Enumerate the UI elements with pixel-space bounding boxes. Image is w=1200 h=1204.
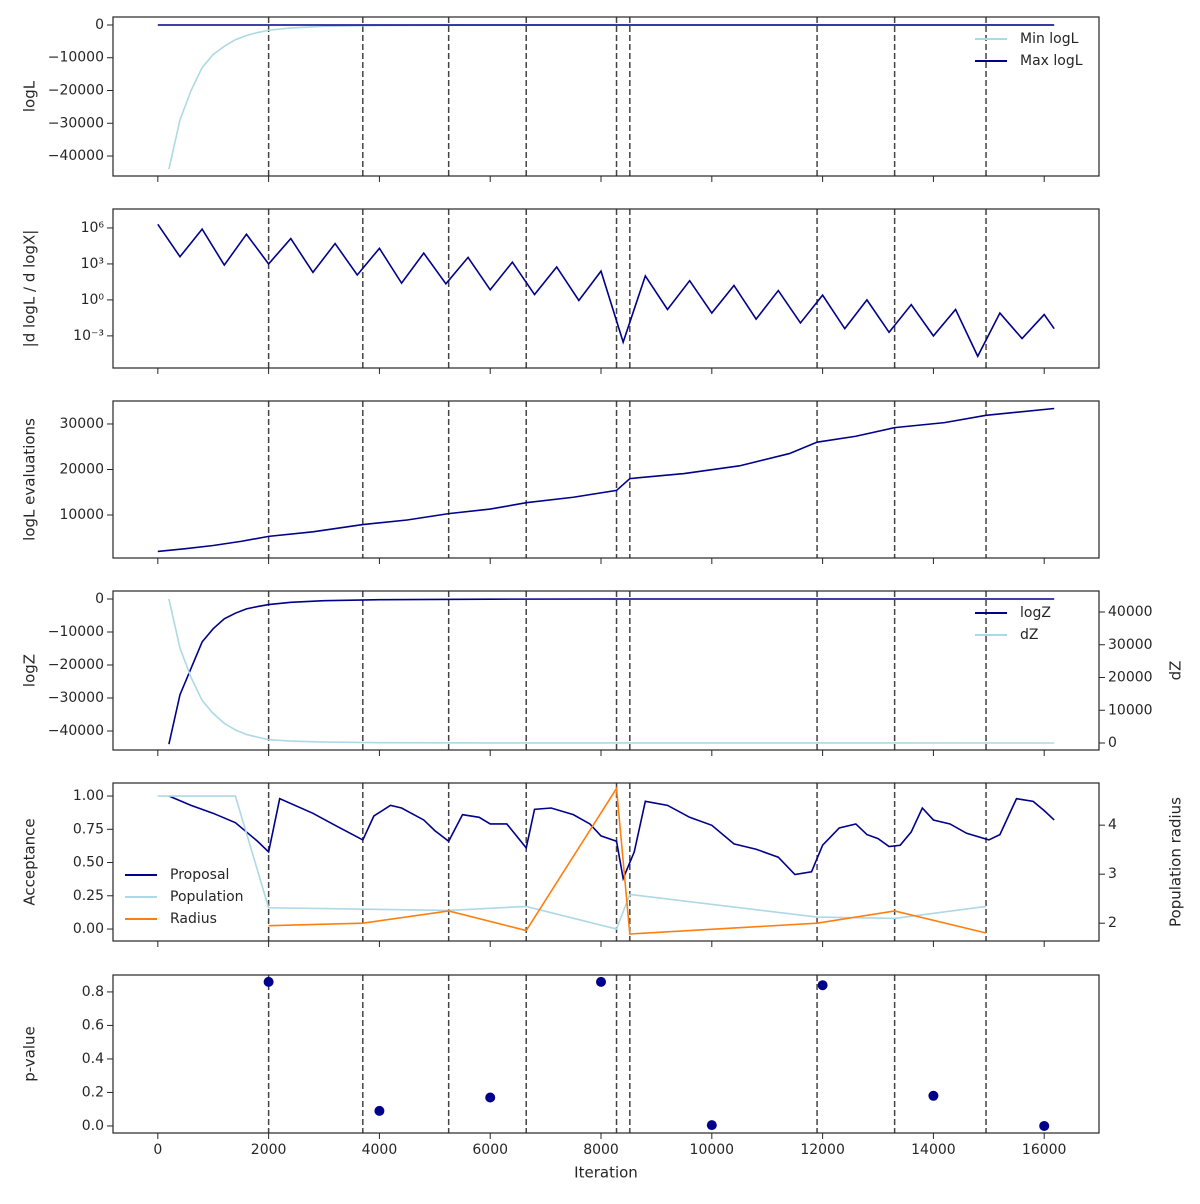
y2-tick-label: 20000: [1108, 670, 1153, 686]
axes-frame: [112, 208, 1100, 369]
y-tick-label: 30000: [59, 416, 104, 432]
y-tick-label: −10000: [48, 50, 104, 66]
y-axis-label: logL: [21, 80, 39, 112]
y-tick-label: 10⁶: [81, 220, 105, 236]
x-axis-label: Iteration: [574, 1164, 638, 1182]
line: [168, 598, 1055, 745]
legend-label: Min logL: [1020, 31, 1079, 47]
y-tick-label: −10000: [48, 624, 104, 640]
legend-label: logZ: [1020, 605, 1051, 621]
y-tick-label: −40000: [48, 723, 104, 739]
y-tick-label: −20000: [48, 83, 104, 99]
x-tick-label: 0: [153, 1142, 162, 1158]
x-tick-label: 4000: [362, 1142, 398, 1158]
y-axis-label: logL evaluations: [21, 418, 39, 541]
y2-tick-label: 0: [1108, 735, 1117, 751]
point: [485, 1092, 496, 1103]
y-tick-label: 0: [95, 17, 104, 33]
axes-frame: [112, 782, 1100, 942]
axes-frame: [112, 16, 1100, 177]
y-tick-label: 0.4: [82, 1051, 104, 1067]
y-tick-label: 1.00: [73, 788, 104, 804]
x-tick-label: 12000: [800, 1142, 845, 1158]
x-tick-label: 16000: [1022, 1142, 1067, 1158]
line: [168, 795, 1055, 882]
y-tick-label: 10000: [59, 507, 104, 523]
y-tick-label: −30000: [48, 690, 104, 706]
y-tick-label: 0.25: [73, 888, 104, 904]
y-tick-label: 0.6: [82, 1017, 104, 1033]
y-tick-label: 0.0: [82, 1118, 104, 1134]
y-axis-label: p-value: [21, 1026, 39, 1082]
point: [596, 976, 607, 987]
axes-frame: [112, 590, 1100, 751]
legend-label: dZ: [1020, 627, 1038, 643]
y-tick-label: −20000: [48, 657, 104, 673]
y-tick-label: 0.50: [73, 855, 104, 871]
line: [157, 223, 1055, 359]
x-tick-label: 2000: [251, 1142, 287, 1158]
line: [168, 598, 1055, 744]
legend-label: Population: [170, 889, 244, 905]
line: [157, 795, 987, 930]
point: [928, 1090, 939, 1101]
x-tick-label: 8000: [583, 1142, 619, 1158]
x-tick-label: 10000: [690, 1142, 735, 1158]
point: [817, 980, 828, 991]
y-tick-label: 10⁻³: [73, 328, 104, 344]
y-tick-label: 0: [95, 591, 104, 607]
y-axis-label: |d logL / d logX|: [21, 230, 39, 348]
y-tick-label: 10⁰: [81, 292, 105, 308]
y2-tick-label: 30000: [1108, 637, 1153, 653]
point: [706, 1120, 717, 1131]
y-tick-label: 20000: [59, 461, 104, 477]
y2-axis-label: Population radius: [1167, 797, 1185, 927]
point: [263, 976, 274, 987]
y-tick-label: 0.75: [73, 821, 104, 837]
y2-tick-label: 4: [1108, 817, 1117, 833]
y2-axis-label: dZ: [1167, 661, 1185, 681]
y-tick-label: 10³: [81, 256, 104, 272]
x-tick-label: 6000: [472, 1142, 508, 1158]
y-tick-label: 0.00: [73, 921, 104, 937]
line: [157, 407, 1055, 553]
axes-frame: [112, 974, 1100, 1134]
y-tick-label: −30000: [48, 115, 104, 131]
legend-label: Proposal: [170, 867, 229, 883]
legend-label: Radius: [170, 911, 217, 927]
point: [1039, 1120, 1050, 1131]
line: [268, 785, 987, 935]
point: [374, 1105, 385, 1116]
line: [168, 24, 1055, 170]
y2-tick-label: 40000: [1108, 604, 1153, 620]
y2-tick-label: 2: [1108, 915, 1117, 931]
y2-tick-label: 10000: [1108, 702, 1153, 718]
axes-frame: [112, 400, 1100, 559]
y-axis-label: logZ: [21, 654, 39, 687]
x-tick-label: 14000: [911, 1142, 956, 1158]
y2-tick-label: 3: [1108, 866, 1117, 882]
legend-label: Max logL: [1020, 53, 1083, 69]
y-axis-label: Acceptance: [21, 818, 39, 905]
y-tick-label: 0.8: [82, 984, 104, 1000]
y-tick-label: 0.2: [82, 1084, 104, 1100]
y-tick-label: −40000: [48, 148, 104, 164]
